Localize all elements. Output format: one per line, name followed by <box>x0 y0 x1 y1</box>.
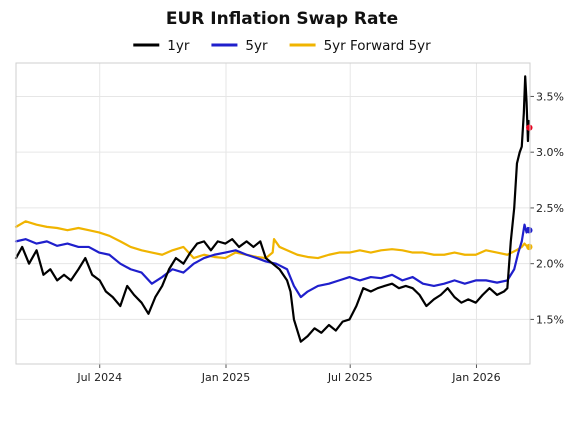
legend-label: 1yr <box>167 38 190 54</box>
series-line-5yr <box>14 223 531 299</box>
legend-label: 5yr <box>245 38 268 54</box>
y-tick-label: 3.5% <box>536 90 564 103</box>
y-tick-label: 1.5% <box>536 313 564 326</box>
y-tick-label: 3.0% <box>536 146 564 159</box>
x-tick-label: Jan 2026 <box>451 371 500 384</box>
series-endpoint-marker <box>526 227 533 234</box>
axes: 1.5% 2.0% 2.5% 3.0% 3.5% Jul 2024 Jan 2025 Jul … <box>76 90 564 384</box>
chart-legend: 1yr 5yr 5yr Forward 5yr <box>133 38 431 54</box>
series-line-5yr-forward-5yr <box>14 220 531 260</box>
x-tick-label: Jul 2024 <box>76 371 122 384</box>
y-tick-label: 2.0% <box>536 258 564 271</box>
series-endpoint-marker <box>526 124 533 131</box>
x-tick-label: Jul 2025 <box>327 371 373 384</box>
series-lines <box>14 75 533 343</box>
x-tick-label: Jan 2025 <box>201 371 250 384</box>
series-endpoint-marker <box>526 243 533 251</box>
grid-lines <box>16 63 530 364</box>
y-tick-label: 2.5% <box>536 202 564 215</box>
legend-label: 5yr Forward 5yr <box>324 38 432 54</box>
series-line-1yr <box>14 75 531 343</box>
chart-title: EUR Inflation Swap Rate <box>166 9 398 29</box>
plot-frame <box>15 62 531 365</box>
